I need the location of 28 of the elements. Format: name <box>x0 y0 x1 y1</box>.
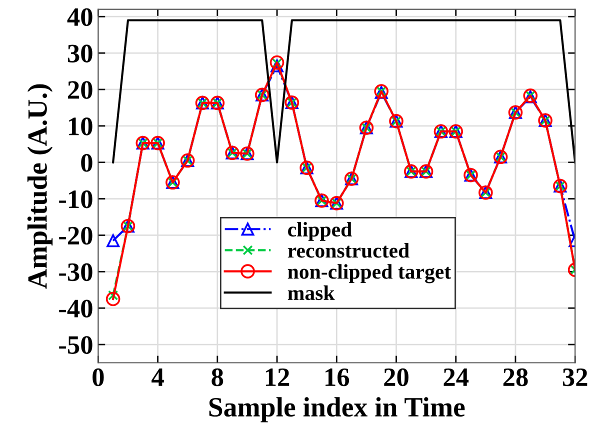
x-tick-label: 28 <box>503 368 528 386</box>
y-tick-label: 0 <box>81 154 92 172</box>
x-tick-label: 24 <box>444 368 469 386</box>
y-tick-label: -50 <box>59 336 92 354</box>
x-tick-label: 0 <box>92 368 104 386</box>
x-tick-label: 12 <box>266 368 290 386</box>
legend-label: non-clipped target <box>288 264 452 284</box>
x-tick-label: 32 <box>562 368 588 386</box>
point <box>106 234 120 248</box>
y-tick-label: 30 <box>68 44 92 62</box>
y-tick-label: 40 <box>67 8 92 26</box>
legend-label: clipped <box>288 222 352 241</box>
legend-label: mask <box>288 285 335 300</box>
point <box>106 292 120 306</box>
x-tick-label: 16 <box>326 368 350 386</box>
point <box>270 55 284 70</box>
y-tick-label: -20 <box>59 226 92 245</box>
x-tick-label: 8 <box>212 368 224 386</box>
x-tick-label: 20 <box>384 368 408 386</box>
x-axis-title: Sample index in Time <box>209 397 465 422</box>
legend-label: reconstructed <box>288 243 410 258</box>
x-tick-label: 4 <box>152 368 164 386</box>
y-tick-label: -40 <box>59 300 92 318</box>
y-tick-label: -10 <box>59 190 92 208</box>
y-tick-label: 10 <box>69 118 92 136</box>
y-tick-label: -30 <box>59 263 92 282</box>
y-tick-label: 20 <box>68 81 92 99</box>
y-axis-title: Amplitude (A.U.) <box>27 84 53 289</box>
